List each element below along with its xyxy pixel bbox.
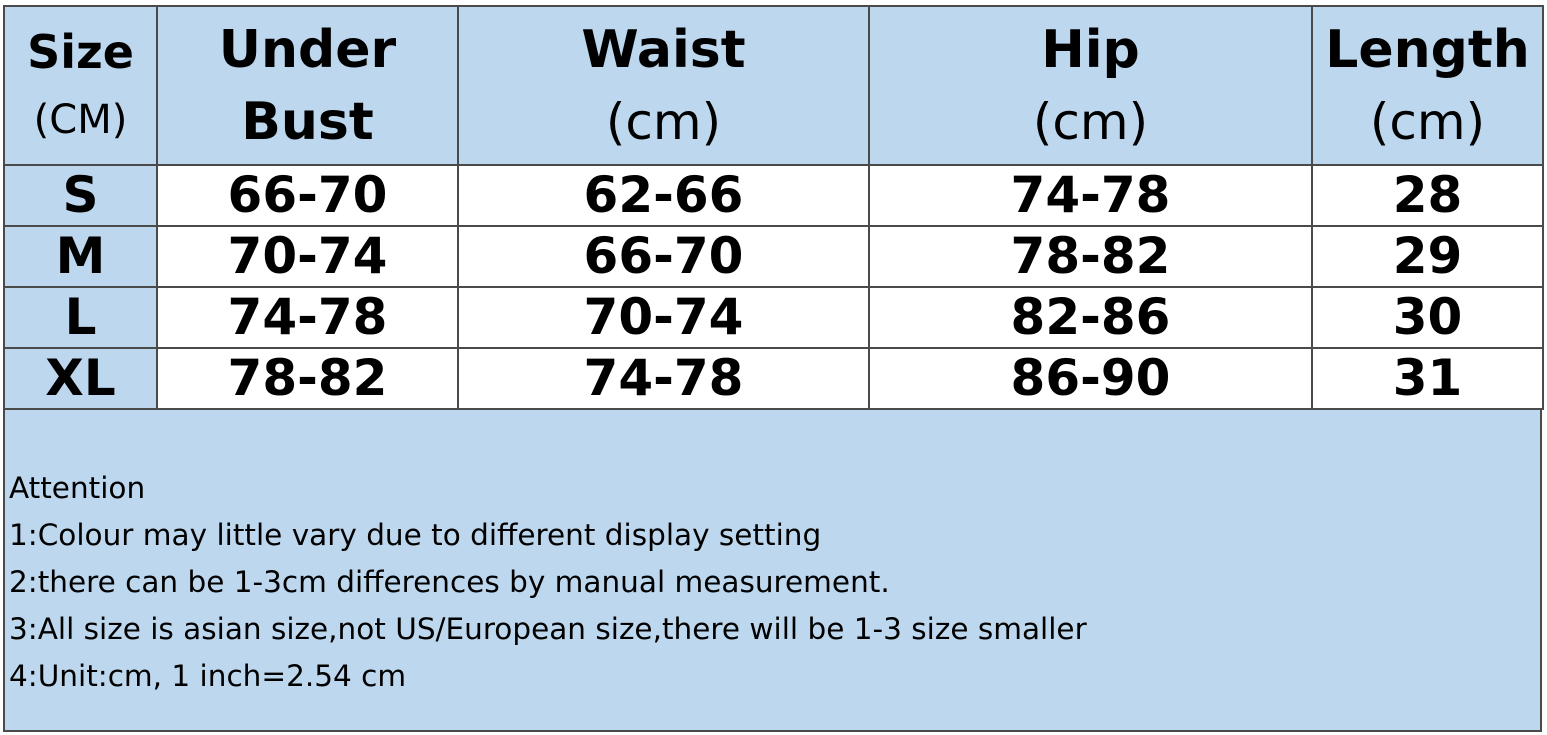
header-hip: Hip (cm) (868, 5, 1313, 166)
size-label: L (3, 286, 158, 349)
table-row: S 66-70 62-66 74-78 28 (3, 164, 1544, 227)
length-value: 28 (1311, 164, 1544, 227)
waist-value: 74-78 (457, 347, 870, 410)
length-value: 30 (1311, 286, 1544, 349)
header-length: Length (cm) (1311, 5, 1544, 166)
waist-value: 70-74 (457, 286, 870, 349)
hip-value: 82-86 (868, 286, 1313, 349)
hip-value: 78-82 (868, 225, 1313, 288)
under-bust-value: 74-78 (156, 286, 459, 349)
under-bust-value: 66-70 (156, 164, 459, 227)
table-row: M 70-74 66-70 78-82 29 (3, 225, 1544, 288)
header-size-unit: (CM) (33, 96, 128, 143)
length-value: 31 (1311, 347, 1544, 410)
header-under-bust-sub: Bust (241, 91, 374, 152)
size-label: M (3, 225, 158, 288)
length-value: 29 (1311, 225, 1544, 288)
hip-value: 74-78 (868, 164, 1313, 227)
note-item: 1:Colour may little vary due to differen… (9, 518, 822, 552)
table-row: XL 78-82 74-78 86-90 31 (3, 347, 1544, 410)
under-bust-value: 78-82 (156, 347, 459, 410)
hip-value: 86-90 (868, 347, 1313, 410)
notes-title: Attention (9, 471, 146, 505)
note-item: 3:All size is asian size,not US/European… (9, 612, 1087, 646)
table-row: L 74-78 70-74 82-86 30 (3, 286, 1544, 349)
header-size: Size (CM) (3, 5, 158, 166)
header-waist-unit: (cm) (605, 92, 722, 151)
header-length-unit: (cm) (1369, 92, 1486, 151)
header-row: Size (CM) Under Bust Waist (cm) Hip (cm)… (3, 5, 1544, 166)
size-table: Size (CM) Under Bust Waist (cm) Hip (cm)… (3, 5, 1544, 410)
size-chart: Size (CM) Under Bust Waist (cm) Hip (cm)… (3, 5, 1544, 732)
note-item: 2:there can be 1-3cm differences by manu… (9, 565, 890, 599)
header-under-bust-title: Under (218, 19, 397, 80)
header-size-title: Size (27, 24, 134, 79)
waist-value: 62-66 (457, 164, 870, 227)
waist-value: 66-70 (457, 225, 870, 288)
size-label: S (3, 164, 158, 227)
header-under-bust: Under Bust (156, 5, 459, 166)
header-hip-title: Hip (1041, 19, 1140, 80)
attention-notes: Attention 1:Colour may little vary due t… (9, 465, 1087, 700)
header-length-title: Length (1325, 19, 1530, 80)
header-hip-unit: (cm) (1032, 92, 1149, 151)
header-waist: Waist (cm) (457, 5, 870, 166)
note-item: 4:Unit:cm, 1 inch=2.54 cm (9, 659, 407, 693)
header-waist-title: Waist (581, 19, 746, 80)
under-bust-value: 70-74 (156, 225, 459, 288)
size-label: XL (3, 347, 158, 410)
